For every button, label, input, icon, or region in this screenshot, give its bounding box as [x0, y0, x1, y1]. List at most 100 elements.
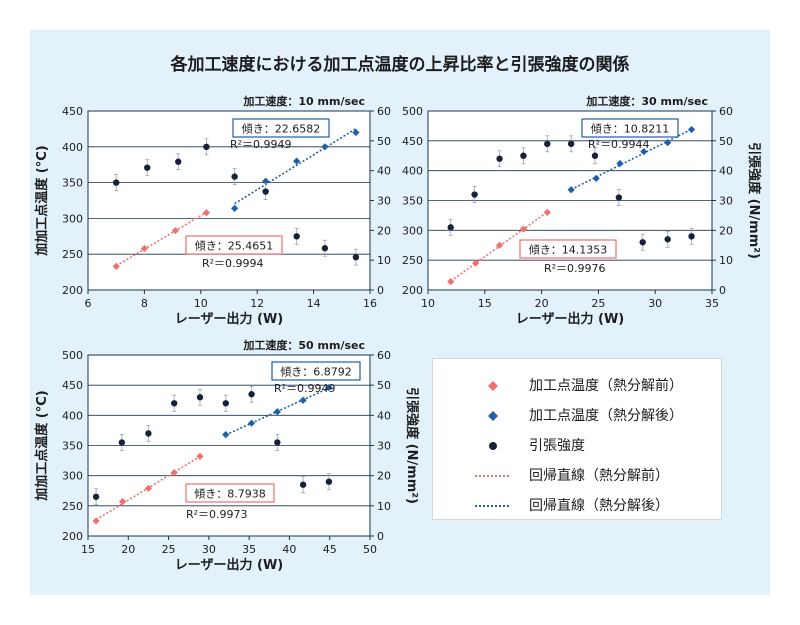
dotted-line-icon: [475, 505, 511, 507]
temp-point-after: [352, 128, 360, 137]
slope-label: 傾き：6.8792: [280, 365, 352, 379]
chart-3: 200 250 300 350 400 450 500 0 10 20 30 40 50 60 15 20 25…: [34, 338, 420, 573]
y-left-tick-label: 400: [402, 165, 423, 178]
r2-label: R²＝0.9976: [544, 262, 606, 275]
legend-label: 引張強度: [529, 438, 585, 454]
x-axis-title: レーザー出力 (W): [516, 311, 625, 327]
slope-label: 傾き：22.6582: [242, 122, 321, 136]
temp-point-after: [222, 431, 230, 439]
y-right-tick-label: 0: [719, 284, 726, 297]
temp-point-before: [196, 452, 204, 460]
strength-point: [274, 439, 281, 446]
strength-point: [496, 155, 503, 162]
y-right-axis-title: 引張強度 (N/mm²): [746, 142, 762, 259]
strength-point: [447, 224, 454, 231]
chart-header: 加工速度：10 mm/sec: [242, 94, 365, 108]
legend-label: 回帰直線（熱分解後）: [529, 498, 669, 514]
temp-point-after: [321, 143, 329, 151]
y-right-tick-label: 60: [377, 349, 391, 362]
y-left-tick-label: 250: [62, 500, 83, 513]
y-left-tick-label: 450: [402, 135, 423, 148]
r2-label: R²＝0.9949: [274, 382, 336, 395]
strength-point: [92, 493, 100, 500]
y-left-tick-label: 450: [62, 379, 83, 392]
strength-point: [113, 179, 120, 186]
x-tick-label: 50: [363, 543, 377, 556]
diamond-icon: [488, 411, 498, 421]
y-right-tick-label: 60: [377, 105, 391, 118]
chart-header: 加工速度：30 mm/sec: [585, 94, 708, 108]
legend-item-fit-before: 回帰直線（熱分解前）: [433, 464, 721, 488]
strength-point: [664, 236, 671, 243]
temp-point-before: [170, 469, 178, 477]
r2-label: R²＝0.9949: [230, 138, 292, 151]
x-tick-label: 16: [363, 297, 377, 310]
y-left-tick-label: 400: [62, 409, 83, 422]
temp-point-after: [664, 139, 672, 147]
y-left-tick-label: 200: [402, 284, 423, 297]
x-tick-label: 20: [121, 543, 135, 556]
y-left-tick-label: 300: [62, 212, 83, 225]
strength-point: [118, 439, 126, 446]
legend-label: 加工点温度（熱分解後）: [529, 408, 683, 424]
legend-label: 回帰直線（熱分解前）: [529, 468, 669, 484]
strength-point: [248, 391, 255, 398]
y-right-tick-label: 50: [377, 379, 391, 392]
legend: 加工点温度（熱分解前） 加工点温度（熱分解後） 引張強度 回帰直線（熱分解前） …: [432, 358, 722, 520]
x-tick-label: 40: [282, 543, 296, 556]
temp-point-before: [144, 484, 153, 492]
y-left-tick-label: 250: [62, 248, 83, 261]
y-right-tick-label: 20: [377, 470, 391, 483]
strength-point: [567, 140, 575, 148]
y-right-tick-label: 10: [719, 254, 733, 267]
y-left-axis-title: 加加工点温度 (°C): [34, 390, 50, 501]
y-left-tick-label: 350: [62, 177, 83, 190]
strength-point: [299, 481, 307, 488]
strength-point: [471, 191, 478, 198]
figure-title: 各加工速度における加工点温度の上昇比率と引張強度の関係: [170, 55, 630, 75]
y-left-tick-label: 400: [62, 141, 83, 154]
y-left-tick-label: 200: [62, 284, 83, 297]
x-tick-label: 25: [591, 297, 605, 310]
legend-item-strength: 引張強度: [433, 434, 721, 458]
x-tick-label: 30: [202, 543, 216, 556]
y-right-tick-label: 40: [377, 409, 391, 422]
y-right-tick-label: 60: [719, 105, 733, 118]
strength-point: [231, 173, 238, 180]
x-tick-label: 10: [194, 297, 208, 310]
strength-point: [222, 400, 229, 407]
temp-point-after: [616, 159, 624, 168]
r2-label: R²＝0.9994: [202, 257, 264, 270]
temp-point-before: [140, 244, 148, 253]
y-right-tick-label: 50: [377, 135, 391, 148]
temp-point-after: [640, 147, 648, 156]
temp-point-before: [92, 517, 100, 525]
strength-point: [262, 188, 269, 195]
y-right-tick-label: 10: [377, 500, 391, 513]
dot-icon: [489, 442, 497, 450]
y-right-axis-title: 引張強度 (N/mm²): [404, 387, 420, 504]
x-tick-label: 12: [250, 297, 264, 310]
slope-box-after: [232, 118, 330, 138]
temp-point-after: [325, 383, 333, 392]
y-left-tick-label: 500: [402, 105, 423, 118]
y-left-axis-title: 加加工点温度 (°C): [34, 145, 50, 256]
x-tick-label: 30: [648, 297, 662, 310]
slope-box-before: [185, 483, 275, 503]
legend-item-before-temp: 加工点温度（熱分解前）: [433, 374, 721, 398]
temp-point-before: [519, 225, 528, 233]
dotted-line-icon: [475, 475, 511, 477]
temp-point-after: [299, 396, 307, 404]
chart-header: 加工速度：50 mm/sec: [242, 338, 365, 352]
y-right-tick-label: 10: [377, 254, 391, 267]
y-left-tick-label: 350: [62, 440, 83, 453]
strength-point: [591, 152, 599, 159]
strength-point: [175, 158, 182, 165]
slope-box-before: [519, 239, 617, 259]
temp-point-before: [447, 278, 455, 286]
y-right-tick-label: 0: [377, 284, 384, 297]
y-left-tick-label: 500: [62, 349, 83, 362]
strength-point: [144, 164, 151, 171]
chart-2: 200 250 300 350 400 450 500 0 10 20 30 40 50 60 10 15 20…: [402, 94, 762, 327]
